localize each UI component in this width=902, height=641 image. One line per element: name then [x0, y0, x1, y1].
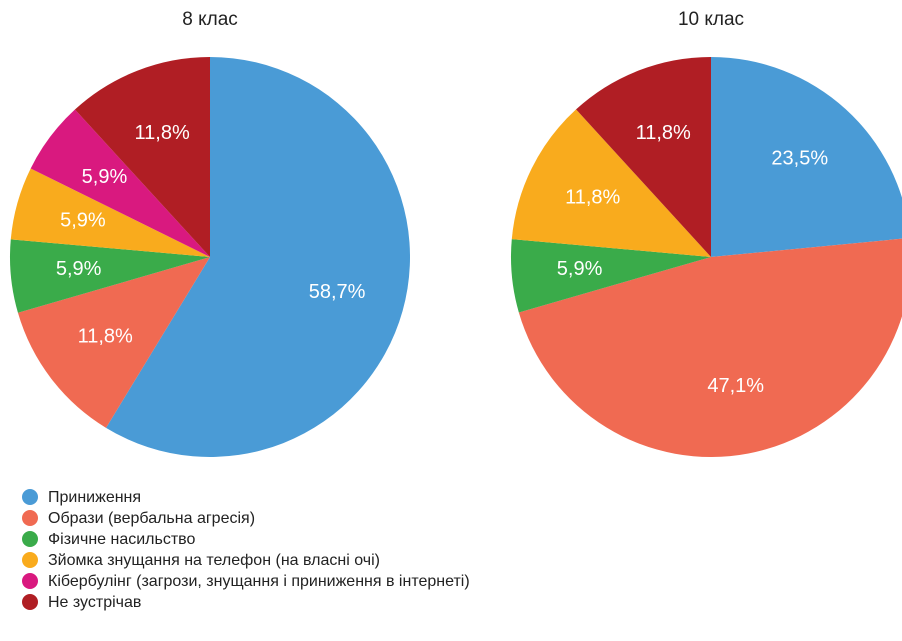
legend-swatch [22, 510, 38, 526]
pie-slice [10, 168, 210, 257]
value-label: 11,8% [135, 122, 190, 144]
value-label: 11,8% [565, 187, 620, 209]
legend-swatch [22, 531, 38, 547]
legend-swatch [22, 594, 38, 610]
pie-slice [711, 57, 902, 257]
pie-slice [518, 238, 902, 457]
legend-label: Не зустрічав [48, 594, 141, 611]
legend-swatch [22, 489, 38, 505]
pie-slice [576, 57, 711, 257]
legend-swatch [22, 573, 38, 589]
value-label: 5,9% [60, 210, 106, 232]
chart-title: 10 клас [678, 9, 744, 30]
value-label: 5,9% [56, 258, 102, 280]
legend-label: Кібербулінг (загрози, знущання і приниже… [48, 573, 470, 590]
value-label: 11,8% [78, 326, 133, 348]
pie-slice [510, 239, 711, 313]
value-label: 23,5% [771, 148, 828, 170]
pie-slice [30, 109, 210, 257]
legend-swatch [22, 552, 38, 568]
chart-title: 8 клас [182, 9, 238, 30]
pie-slice [74, 57, 210, 257]
pie-slice [17, 257, 210, 428]
value-label: 5,9% [557, 258, 603, 280]
value-label: 47,1% [707, 375, 764, 397]
value-label: 11,8% [636, 122, 691, 144]
legend-label: Образи (вербальна агресія) [48, 510, 255, 527]
value-label: 5,9% [82, 166, 128, 188]
value-label: 58,7% [309, 281, 366, 303]
pie-slice [511, 109, 711, 258]
legend-label: Приниження [48, 489, 141, 506]
pie-slice [106, 57, 410, 457]
pie-slice [10, 239, 211, 313]
legend-label: Зйомка знущання на телефон (на власні оч… [48, 552, 380, 569]
legend-label: Фізичне насильство [48, 531, 196, 548]
